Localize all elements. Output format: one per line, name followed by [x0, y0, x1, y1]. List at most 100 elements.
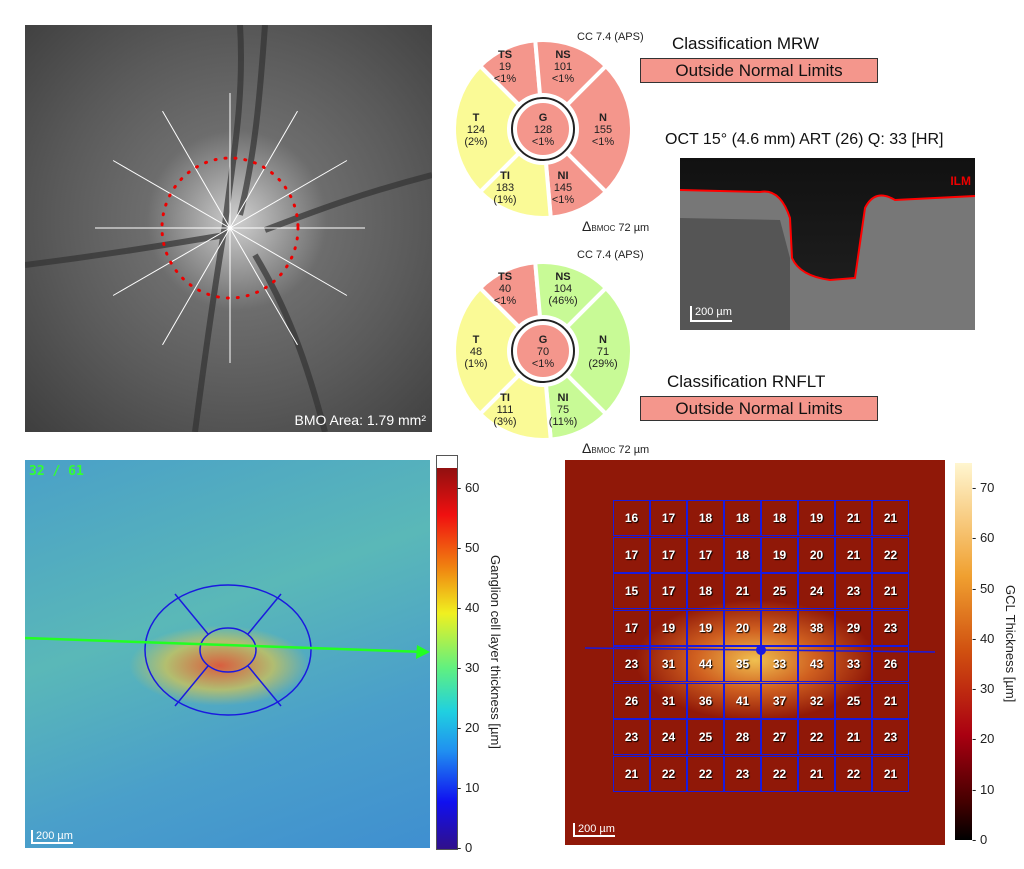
grid-cell: 25: [761, 573, 798, 609]
rnflt-classification-title: Classification RNFLT: [667, 372, 826, 391]
sector-g-pct: <1%: [532, 136, 555, 148]
sector-t-id: T: [473, 112, 480, 124]
bscan-scale-bar: 200 µm: [690, 306, 732, 322]
sector-n-id: N: [599, 334, 607, 346]
grid-cell: 23: [724, 755, 761, 792]
grid-colorbar-label: GCL Thickness [µm]: [1003, 585, 1018, 703]
sector-g-value: 128: [534, 124, 552, 136]
tick-label: 30: [979, 681, 995, 697]
scan-lines: [95, 93, 365, 363]
sector-ts-pct: <1%: [494, 73, 517, 85]
delta-sub: BMOC: [591, 446, 616, 455]
grid-cell: 28: [761, 609, 798, 646]
grid-cell: 41: [724, 682, 761, 719]
sector-ni: [543, 150, 609, 220]
colorbar-tick: - 0: [972, 832, 988, 847]
sector-ti: [477, 150, 553, 220]
tick-label: 50: [979, 580, 995, 596]
grid-cell: 18: [687, 573, 724, 609]
grid-cell: 17: [613, 536, 650, 573]
colorbar-tick: - 50: [457, 540, 480, 555]
mrw-sector-chart: G128<1%TS19<1%NS101<1%N155<1%NI145<1%TI1…: [452, 38, 634, 220]
rnflt-classification-badge: Outside Normal Limits: [640, 396, 878, 421]
colorbar-tick: - 30: [972, 681, 995, 697]
grid-cell: 17: [650, 573, 687, 609]
ilm-label: ILM: [950, 174, 971, 188]
grid-cell: 21: [872, 682, 909, 719]
grid-cell: 25: [687, 719, 724, 755]
sector-n-id: N: [599, 112, 607, 124]
mrw-classification-badge: Outside Normal Limits: [640, 58, 878, 83]
etdrs-grid: [25, 584, 430, 716]
grid-cell: 17: [687, 536, 724, 573]
grid-cell: 19: [761, 536, 798, 573]
sector-t-pct: (1%): [464, 358, 487, 370]
sector-t-value: 124: [467, 124, 485, 136]
colorbar-tick: - 30: [457, 660, 480, 675]
sector-n-value: 155: [594, 124, 612, 136]
grid-cell: 21: [835, 719, 872, 755]
gcl-scale-bar: 200 µm: [31, 830, 73, 844]
sector-ti-value: 183: [496, 182, 514, 194]
sector-ns-pct: <1%: [552, 73, 575, 85]
grid-cell: 22: [687, 755, 724, 792]
sector-ni-id: NI: [558, 170, 569, 182]
rnflt-delta-label: ΔBMOC 72 µm: [582, 440, 649, 456]
tick-label: 10: [464, 780, 480, 795]
grid-cell: 19: [650, 609, 687, 646]
sector-ti-value: 111: [497, 404, 514, 416]
grid-cell: 33: [761, 646, 798, 682]
colorbar-tick: - 10: [972, 781, 995, 797]
grid-cell: 26: [613, 682, 650, 719]
grid-cell: 22: [835, 755, 872, 792]
sector-ts-value: 19: [499, 61, 511, 73]
tick-label: 40: [979, 630, 995, 646]
grid-cell: 20: [798, 536, 835, 573]
grid-cell: 18: [761, 500, 798, 536]
ilm-line: [680, 189, 975, 282]
sector-ti-pct: (1%): [493, 194, 516, 206]
colorbar-tick: - 70: [972, 480, 995, 496]
grid-cell: 23: [613, 719, 650, 755]
sector-g: [513, 321, 573, 381]
sector-ns-pct: (46%): [548, 295, 577, 307]
grid-cell: 22: [761, 755, 798, 792]
colorbar-tick: - 0: [457, 840, 473, 855]
tick-label: 30: [464, 660, 480, 675]
grid-cell: 23: [872, 719, 909, 755]
grid-cell: 17: [650, 500, 687, 536]
sector-ni-value: 75: [557, 404, 569, 416]
colorbar-tick: - 20: [457, 720, 480, 735]
gcl-thickness-map: 32 / 61 200 µm: [25, 460, 430, 848]
sector-n-pct: (29%): [588, 358, 617, 370]
sector-ni-id: NI: [558, 392, 569, 404]
sector-t-value: 48: [470, 346, 482, 358]
sector-ts-value: 40: [499, 283, 511, 295]
grid-cell: 21: [724, 573, 761, 609]
colorbar-tick: - 60: [972, 530, 995, 546]
grid-cell: 32: [798, 682, 835, 719]
tick-label: 50: [464, 540, 480, 555]
grid-cell: 17: [613, 609, 650, 646]
sector-ti-id: TI: [500, 392, 510, 404]
sector-g: [513, 99, 573, 159]
tick-label: 60: [464, 480, 480, 495]
grid-cell: 19: [798, 500, 835, 536]
delta-value: 72 µm: [618, 222, 650, 234]
sector-ti: [477, 372, 553, 442]
gcl-grid-map: 16 17 18 18 18 19 21 21 17 17 17 18 19 20 21 22 15 17 18 21…: [565, 460, 945, 845]
sector-ni-pct: (11%): [549, 416, 578, 428]
oct-bscan-image: ILM 200 µm: [680, 158, 975, 330]
grid-cell: 31: [650, 682, 687, 719]
colorbar-tick: - 10: [457, 780, 480, 795]
grid-cell: 31: [650, 646, 687, 682]
rnflt-cc-label: CC 7.4 (APS): [577, 249, 644, 261]
sector-ni-pct: <1%: [552, 194, 575, 206]
grid-cell: 24: [650, 719, 687, 755]
colorbar-tick: - 60: [457, 480, 480, 495]
grid-scale-bar: 200 µm: [573, 823, 615, 837]
fovea-marker: [756, 645, 766, 655]
tick-label: 20: [979, 731, 995, 747]
grid-cell: 23: [613, 646, 650, 682]
delta-value: 72 µm: [618, 444, 650, 456]
